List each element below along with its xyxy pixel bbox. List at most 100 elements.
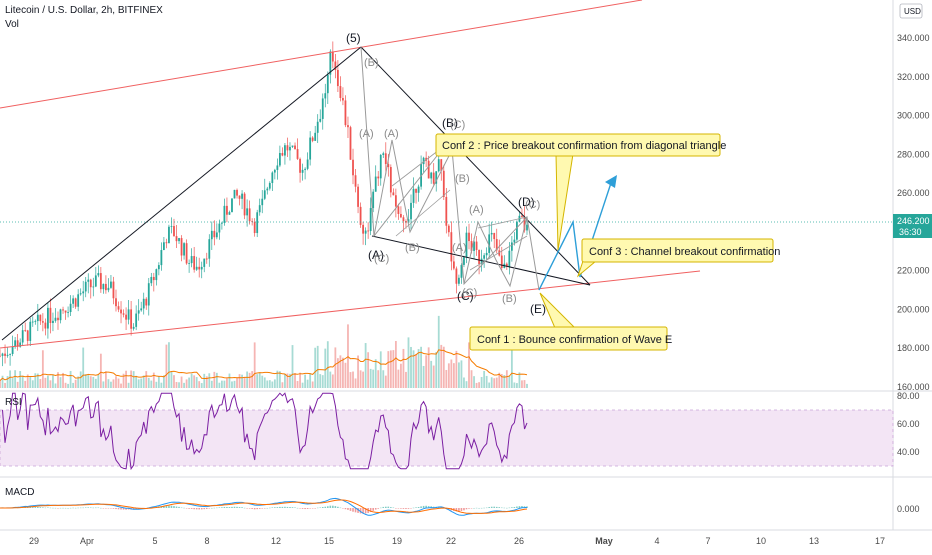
volume-bar [62, 372, 64, 388]
time-axis[interactable]: 29 Apr 5 8 12 15 19 22 26 May 4 7 10 13 17 [29, 536, 885, 546]
projection-arrow-icon [605, 175, 617, 188]
macd-histogram-bar [54, 507, 57, 509]
volume-bar [198, 381, 201, 388]
volume-bar [193, 375, 196, 388]
subwave-diagonal-lower [469, 235, 528, 271]
macd-histogram-bar [326, 506, 329, 508]
macd-histogram-bar [508, 507, 511, 509]
candle-body [140, 308, 143, 311]
rsi-axis[interactable]: 80.00 60.00 40.00 [897, 391, 920, 457]
volume-bar [200, 383, 203, 388]
macd-histogram-bar [349, 508, 352, 511]
macd-histogram-bar [193, 508, 195, 510]
volume-bar [170, 371, 173, 388]
volume-bar [107, 379, 110, 388]
candle-body [246, 208, 249, 216]
candle-body [127, 309, 130, 320]
macd-histogram-bar [339, 507, 342, 509]
macd-histogram-bar [165, 505, 168, 508]
macd-histogram-bar [382, 506, 385, 508]
candle-body [24, 330, 27, 331]
subwave-zigzag-2[interactable] [463, 216, 528, 288]
volume-bar [483, 370, 486, 388]
triangle-upper-line[interactable] [360, 46, 591, 286]
time-tick-label: 5 [152, 536, 157, 546]
candle-body [147, 283, 150, 306]
candle-body [309, 137, 312, 160]
candle-body [183, 243, 185, 256]
macd-histogram-bar [422, 505, 425, 508]
macd-histogram-bar [359, 508, 362, 514]
candle-body [248, 208, 251, 222]
macd-histogram-bar [213, 507, 216, 509]
volume-bar [220, 380, 223, 388]
macd-histogram-bar [195, 508, 198, 510]
volume-bar [379, 351, 382, 388]
volume-bar [331, 374, 334, 388]
macd-histogram-bar [178, 506, 180, 508]
volume-bar [233, 380, 236, 388]
volume-bar [185, 379, 188, 388]
candle-body [19, 342, 22, 347]
candle-body [526, 224, 528, 231]
macd-histogram-bar [498, 507, 501, 508]
macd-histogram-bar [440, 506, 443, 508]
note-conf2[interactable]: Conf 2 : Price breakout confirmation fro… [435, 133, 726, 251]
projection-path[interactable] [538, 182, 612, 291]
volume-bar [54, 383, 57, 388]
subwave-zigzag-1[interactable] [373, 139, 453, 237]
candle-body [301, 169, 304, 173]
rsi-tick-label: 40.00 [897, 447, 920, 457]
candle-body [241, 193, 243, 199]
candle-body [226, 205, 228, 215]
volume-bar [488, 382, 491, 388]
macd-histogram-bar [205, 508, 208, 509]
volume-bar [210, 380, 213, 388]
candle-body [306, 159, 309, 169]
volume-bar [69, 370, 72, 388]
candle-body [175, 236, 178, 242]
volume-bar [89, 376, 92, 388]
macd-histogram-bar [473, 507, 475, 509]
candle-body [9, 353, 11, 355]
currency-button[interactable]: USD [899, 3, 923, 19]
volume-bar [339, 355, 342, 388]
candle-body [374, 176, 377, 192]
volume-bar [271, 381, 274, 388]
volume-bar [145, 371, 148, 388]
volume-bar [526, 383, 528, 388]
time-tick-label: 29 [29, 536, 39, 546]
macd-histogram-bar [261, 508, 264, 509]
macd-histogram-bar [120, 508, 122, 510]
note-conf3[interactable]: Conf 3 : Channel breakout confirmation [576, 238, 780, 278]
candle-body [44, 322, 47, 329]
macd-histogram-bar [511, 507, 513, 508]
candle-body [203, 258, 206, 267]
macd-histogram-bar [62, 507, 64, 509]
abcde-wave-line[interactable] [360, 46, 540, 291]
wave-label-5: (5) [346, 31, 361, 45]
note-conf1[interactable]: Conf 1 : Bounce confirmation of Wave E [469, 292, 672, 351]
macd-histogram-bar [42, 507, 44, 508]
macd-histogram-bar [480, 507, 483, 509]
macd-histogram-bar [125, 508, 127, 510]
price-axis[interactable]: 340.000320.000300.000280.000260.000240.0… [897, 33, 930, 392]
volume-bar [276, 370, 279, 388]
volume-bar [195, 377, 198, 388]
macd-histogram-bar [31, 507, 34, 508]
volume-bar [455, 350, 458, 388]
volume-bar [52, 374, 54, 388]
macd-histogram-bar [190, 508, 193, 509]
candle-body [430, 172, 433, 179]
candle-body [336, 69, 339, 87]
candle-body [77, 294, 80, 307]
volume-bar [97, 374, 100, 388]
candle-body [4, 353, 6, 356]
impulse-wave-line[interactable] [1, 46, 362, 341]
candle-body [122, 313, 125, 315]
macd-histogram-bar [405, 508, 407, 509]
channel-upper-line[interactable] [0, 0, 643, 109]
chart-title: Litecoin / U.S. Dollar, 2h, BITFINEX [5, 5, 163, 16]
triangle-lower-line[interactable] [371, 235, 591, 286]
